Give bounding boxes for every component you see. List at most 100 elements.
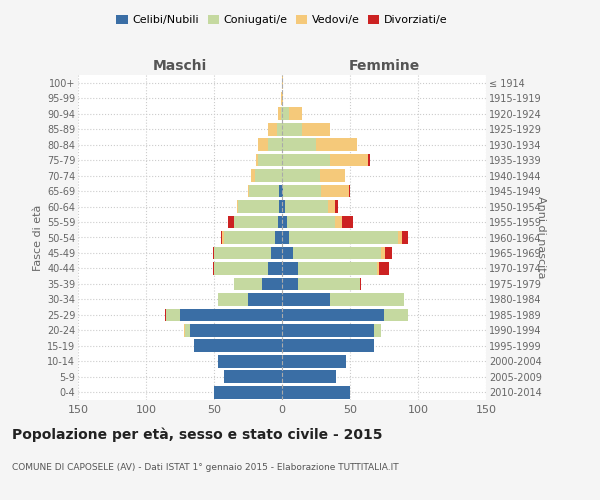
Bar (222, 231, 224, 244)
Bar (277, 123, 282, 136)
Bar (384, 308, 409, 321)
Bar (180, 308, 282, 321)
Bar (282, 293, 329, 306)
Bar (282, 138, 316, 151)
Bar (212, 262, 214, 275)
Bar (248, 184, 250, 198)
Bar (165, 308, 166, 321)
Bar (235, 216, 278, 228)
Bar (377, 262, 379, 275)
Bar (385, 246, 392, 260)
Bar (282, 231, 289, 244)
Bar (374, 324, 381, 336)
Bar (282, 123, 302, 136)
Bar (248, 293, 282, 306)
Bar (282, 92, 283, 104)
Bar (218, 293, 248, 306)
Text: Femmine: Femmine (349, 58, 419, 72)
Bar (227, 216, 235, 228)
Bar (285, 200, 328, 213)
Bar (349, 184, 350, 198)
Bar (184, 324, 185, 336)
Bar (268, 123, 277, 136)
Bar (329, 293, 404, 306)
Bar (279, 200, 282, 213)
Bar (282, 370, 337, 383)
Bar (302, 123, 329, 136)
Bar (316, 138, 357, 151)
Bar (279, 184, 282, 198)
Bar (368, 154, 370, 166)
Bar (282, 76, 283, 89)
Bar (255, 169, 282, 182)
Bar (282, 246, 293, 260)
Bar (256, 154, 257, 166)
Bar (166, 308, 180, 321)
Bar (289, 231, 398, 244)
Bar (271, 246, 282, 260)
Text: COMUNE DI CAPOSELE (AV) - Dati ISTAT 1° gennaio 2015 - Elaborazione TUTTITALIA.I: COMUNE DI CAPOSELE (AV) - Dati ISTAT 1° … (12, 462, 398, 471)
Bar (320, 169, 344, 182)
Bar (268, 138, 282, 151)
Bar (214, 262, 268, 275)
Bar (282, 200, 285, 213)
Bar (282, 324, 374, 336)
Bar (381, 246, 385, 260)
Legend: Celibi/Nubili, Coniugati/e, Vedovi/e, Divorziati/e: Celibi/Nubili, Coniugati/e, Vedovi/e, Di… (112, 10, 452, 30)
Bar (282, 108, 289, 120)
Bar (194, 340, 282, 352)
Bar (282, 262, 298, 275)
Bar (282, 184, 283, 198)
Bar (268, 262, 282, 275)
Bar (401, 231, 409, 244)
Bar (214, 386, 282, 398)
Bar (287, 216, 335, 228)
Bar (281, 92, 282, 104)
Bar (281, 108, 282, 120)
Text: Maschi: Maschi (153, 58, 207, 72)
Bar (190, 324, 282, 336)
Bar (278, 216, 282, 228)
Bar (214, 246, 271, 260)
Bar (250, 184, 279, 198)
Bar (282, 278, 298, 290)
Bar (282, 216, 287, 228)
Bar (282, 169, 320, 182)
Bar (298, 262, 377, 275)
Bar (251, 169, 255, 182)
Bar (379, 262, 389, 275)
Bar (398, 231, 401, 244)
Bar (221, 231, 222, 244)
Bar (282, 340, 374, 352)
Bar (275, 231, 282, 244)
Bar (359, 278, 361, 290)
Bar (262, 278, 282, 290)
Bar (282, 386, 350, 398)
Y-axis label: Anni di nascita: Anni di nascita (536, 196, 546, 279)
Bar (235, 278, 262, 290)
Bar (257, 154, 282, 166)
Bar (282, 154, 329, 166)
Bar (283, 184, 322, 198)
Bar (224, 370, 282, 383)
Bar (238, 200, 279, 213)
Bar (218, 355, 282, 368)
Bar (322, 184, 349, 198)
Bar (212, 246, 214, 260)
Bar (335, 200, 338, 213)
Y-axis label: Fasce di età: Fasce di età (32, 204, 43, 270)
Bar (335, 216, 342, 228)
Bar (282, 355, 346, 368)
Text: Popolazione per età, sesso e stato civile - 2015: Popolazione per età, sesso e stato civil… (12, 428, 383, 442)
Bar (237, 200, 238, 213)
Bar (342, 216, 353, 228)
Bar (278, 108, 281, 120)
Bar (185, 324, 190, 336)
Bar (257, 138, 268, 151)
Bar (328, 200, 335, 213)
Bar (329, 154, 368, 166)
Bar (298, 278, 359, 290)
Bar (289, 108, 302, 120)
Bar (293, 246, 381, 260)
Bar (282, 308, 384, 321)
